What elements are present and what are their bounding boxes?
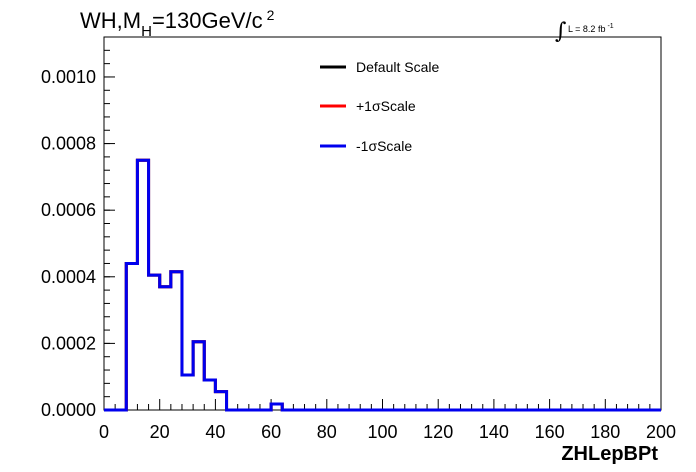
lumi-integral-symbol: ∫ (555, 19, 567, 44)
plot-frame (103, 36, 662, 411)
series-line-0 (104, 158, 661, 412)
legend: Default Scale +1σScale -1σScale (320, 59, 439, 154)
x-tick-label: 140 (479, 422, 509, 442)
y-tick-label: 0.0004 (41, 267, 96, 287)
lumi-annotation: L = 8.2 fb -1 (568, 23, 614, 34)
series-layer (104, 158, 661, 412)
x-tick-label: 20 (150, 422, 170, 442)
title-main: WH,M (80, 8, 141, 33)
legend-entry-plus1sigma: +1σScale (320, 98, 416, 114)
x-tick-label: 100 (367, 422, 397, 442)
y-tick-label: 0.0000 (41, 400, 96, 420)
series-line-1 (104, 158, 661, 412)
y-axis: 0.0000 0.0002 0.0004 0.0006 0.0008 0.0010 (41, 36, 115, 420)
x-tick-label: 80 (317, 422, 337, 442)
x-tick-label: 160 (535, 422, 565, 442)
y-tick-label: 0.0006 (41, 200, 96, 220)
y-tick-label: 0.0002 (41, 333, 96, 353)
y-tick-label: 0.0008 (41, 134, 96, 154)
legend-entry-minus1sigma: -1σScale (320, 138, 412, 154)
title-rest: =130GeV/c (152, 8, 263, 33)
chart-title: WH,MH=130GeV/c 2 (80, 7, 275, 40)
x-axis: 0 20 40 60 80 100 120 140 160 180 200 (99, 399, 676, 442)
lumi-text: L = 8.2 fb (568, 24, 605, 34)
x-axis-title: ZHLepBPt (561, 443, 658, 465)
y-tick-label: 0.0010 (41, 67, 96, 87)
legend-label-plus1sigma: +1σScale (356, 98, 416, 114)
x-tick-label: 120 (423, 422, 453, 442)
lumi-superscript: -1 (607, 23, 613, 30)
legend-label-minus1sigma: -1σScale (356, 138, 412, 154)
x-tick-label: 180 (590, 422, 620, 442)
legend-entry-default: Default Scale (320, 59, 439, 75)
x-tick-label: 60 (261, 422, 281, 442)
x-tick-label: 0 (99, 422, 109, 442)
x-tick-label: 200 (646, 422, 676, 442)
title-superscript: 2 (267, 7, 275, 23)
x-tick-label: 40 (205, 422, 225, 442)
title-subscript: H (141, 23, 152, 40)
legend-label-default: Default Scale (356, 59, 439, 75)
series-line-2 (104, 158, 661, 412)
